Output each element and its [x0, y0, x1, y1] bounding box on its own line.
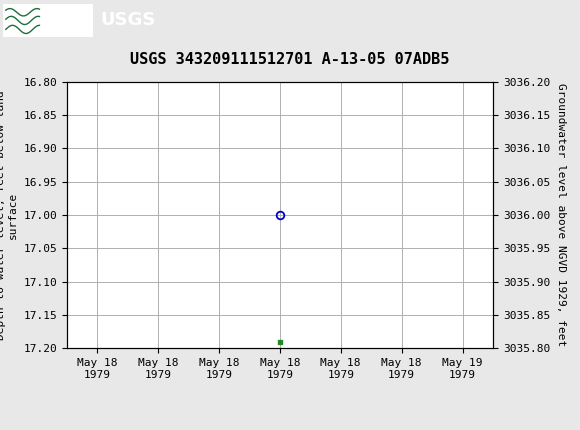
Y-axis label: Groundwater level above NGVD 1929, feet: Groundwater level above NGVD 1929, feet: [556, 83, 566, 347]
Text: USGS 343209111512701 A-13-05 07ADB5: USGS 343209111512701 A-13-05 07ADB5: [130, 52, 450, 67]
Y-axis label: Depth to water level, feet below land
surface: Depth to water level, feet below land su…: [0, 90, 17, 340]
Bar: [3, 4, 93, 37]
Text: USGS: USGS: [100, 12, 155, 29]
